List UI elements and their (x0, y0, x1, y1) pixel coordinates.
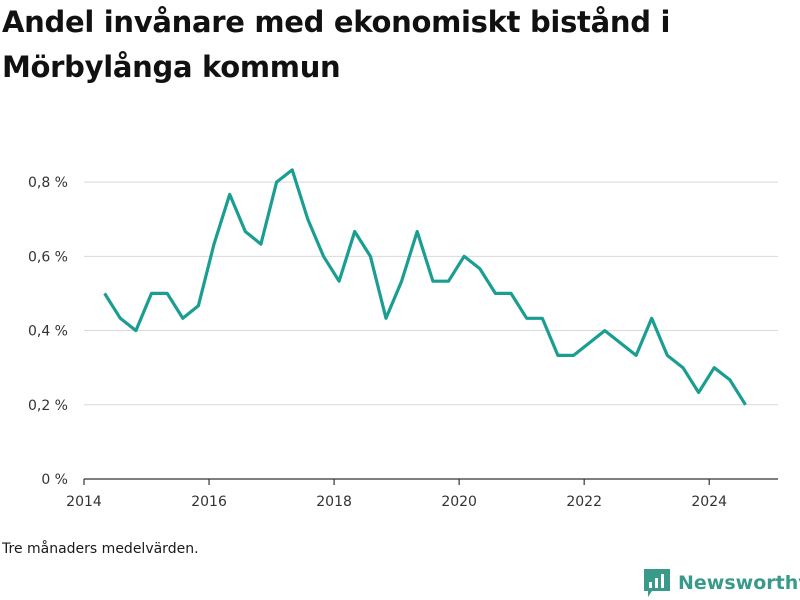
y-tick-label: 0,2 % (28, 398, 68, 414)
y-tick-label: 0,8 % (28, 175, 68, 191)
line-chart: 0 % 0,2 % 0,4 % 0,6 % 0,8 % 2014 2016 2018 2020… (28, 168, 778, 510)
x-tick-label: 2018 (316, 494, 352, 510)
brand-name: Newsworthy (678, 572, 800, 594)
x-axis: 2014 2016 2018 2020 2022 2024 (66, 478, 778, 510)
y-axis: 0 % 0,2 % 0,4 % 0,6 % 0,8 % (28, 175, 68, 488)
series-layer (103, 168, 747, 406)
chart-note: Tre månaders medelvärden. (2, 541, 199, 557)
y-tick-label: 0,4 % (28, 324, 68, 340)
series-line (103, 168, 747, 406)
gridlines (84, 181, 778, 406)
x-tick-label: 2014 (66, 494, 102, 510)
newsworthy-chart-logo-icon (644, 569, 670, 597)
chart-title: Andel invånare med ekonomiskt bistånd i … (2, 5, 671, 84)
x-tick-label: 2016 (191, 494, 227, 510)
x-tick-label: 2024 (691, 494, 727, 510)
brand-logo[interactable]: Newsworthy (644, 568, 800, 598)
y-tick-label: 0,6 % (28, 249, 68, 265)
x-tick-label: 2020 (441, 494, 477, 510)
x-tick-label: 2022 (566, 494, 602, 510)
y-tick-label: 0 % (41, 472, 68, 488)
